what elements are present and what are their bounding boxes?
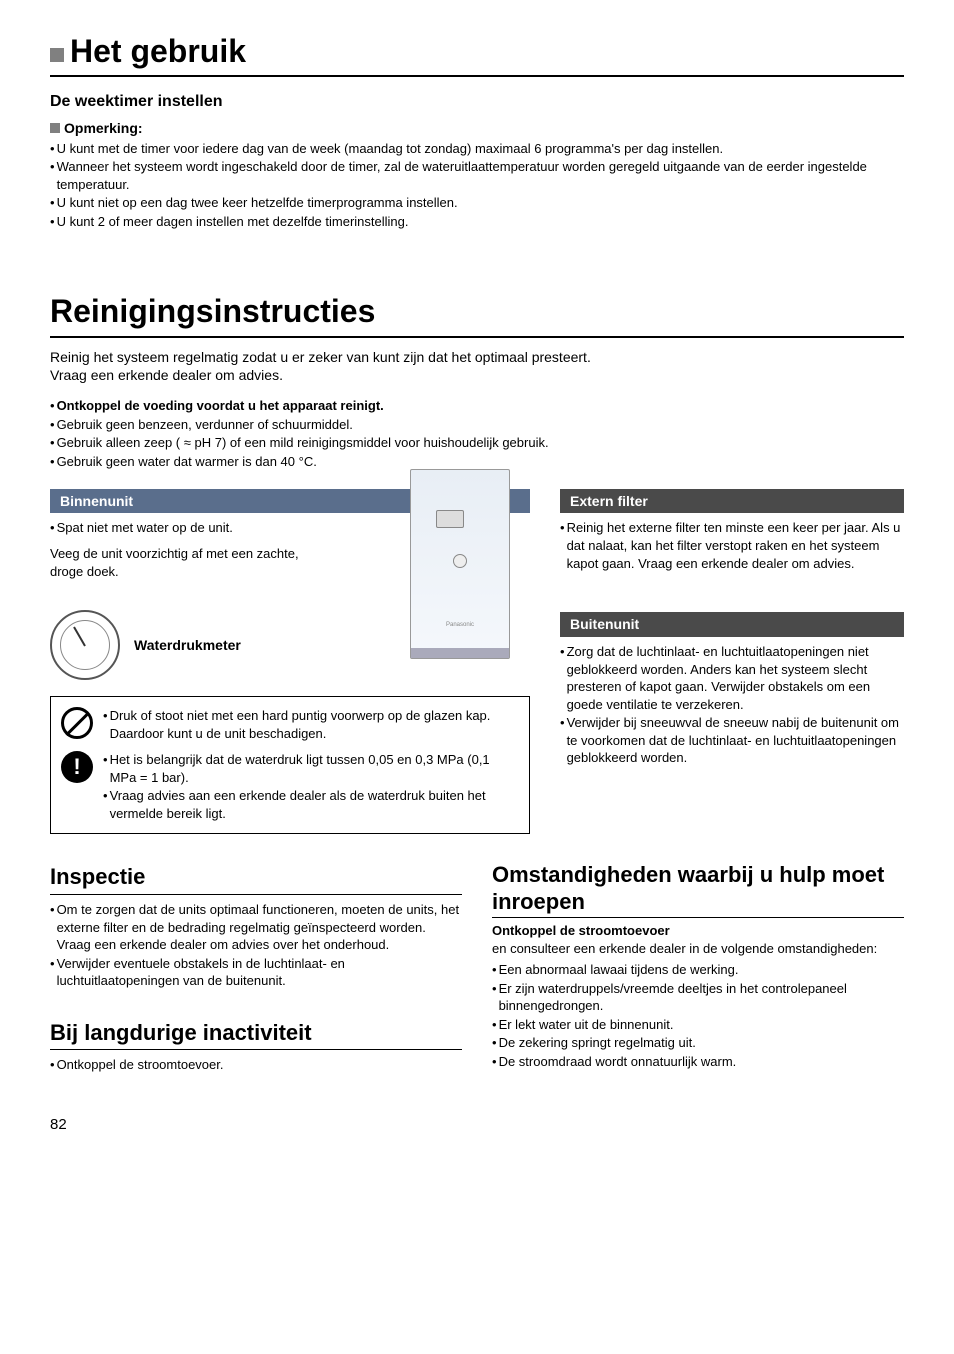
longidle-list: •Ontkoppel de stroomtoevoer. (50, 1056, 462, 1074)
filter-heading: Extern filter (560, 489, 904, 514)
filter-text: Reinig het externe filter ten minste een… (567, 519, 904, 572)
longidle-item: •Ontkoppel de stroomtoevoer. (50, 1056, 462, 1074)
intro-block: Reinig het systeem regelmatig zodat u er… (50, 348, 904, 386)
inspect-list: •Om te zorgen dat de units optimaal func… (50, 901, 462, 990)
help-item-text: Een abnormaal lawaai tijdens de werking. (499, 961, 739, 979)
help-list: •Een abnormaal lawaai tijdens de werking… (492, 961, 904, 1070)
clean-text: Gebruik alleen zeep ( ≈ pH 7) of een mil… (57, 434, 549, 452)
note-text: U kunt niet op een dag twee keer hetzelf… (57, 194, 458, 212)
help-heading: Omstandigheden waarbij u hulp moet inroe… (492, 862, 904, 918)
sub-heading: De weektimer instellen (50, 91, 904, 113)
note-label: Opmerking: (50, 119, 904, 138)
clean-item: •Gebruik geen benzeen, verdunner of schu… (50, 416, 904, 434)
clean-item: •Gebruik alleen zeep ( ≈ pH 7) of een mi… (50, 434, 904, 452)
title-bullet-icon (50, 48, 64, 62)
indoor-unit-illustration: Panasonic (410, 469, 510, 659)
longidle-text: Ontkoppel de stroomtoevoer. (57, 1056, 224, 1074)
caution-list: •Het is belangrijk dat de waterdruk ligt… (103, 751, 519, 823)
help-item-text: Er zijn waterdruppels/vreemde deeltjes i… (499, 980, 904, 1015)
outdoor-text: Zorg dat de luchtinlaat- en luchtuitlaat… (567, 643, 904, 713)
help-item: •Er lekt water uit de binnenunit. (492, 1016, 904, 1034)
page-number: 82 (50, 1115, 904, 1135)
indoor-bullet-text: Spat niet met water op de unit. (57, 519, 233, 537)
intro-line: Vraag een erkende dealer om advies. (50, 366, 904, 385)
help-text: en consulteer een erkende dealer in de v… (492, 940, 904, 958)
indoor-column: Binnenunit Panasonic •Spat niet met wate… (50, 489, 530, 835)
bottom-left-col: Inspectie •Om te zorgen dat de units opt… (50, 834, 462, 1075)
help-item: •Een abnormaal lawaai tijdens de werking… (492, 961, 904, 979)
caution-row: ! •Het is belangrijk dat de waterdruk li… (61, 751, 519, 823)
page-title-2: Reinigingsinstructies (50, 290, 904, 337)
cleaning-columns: Binnenunit Panasonic •Spat niet met wate… (50, 489, 904, 835)
caution-text: Vraag advies aan een erkende dealer als … (110, 787, 519, 822)
indoor-body-text: Veeg de unit voorzichtig af met een zach… (50, 545, 330, 580)
clean-item-bold: •Ontkoppel de voeding voordat u het appa… (50, 397, 904, 415)
help-item: •Er zijn waterdruppels/vreemde deeltjes … (492, 980, 904, 1015)
gauge-label: Waterdrukmeter (134, 636, 241, 655)
outdoor-item: •Zorg dat de luchtinlaat- en luchtuitlaa… (560, 643, 904, 713)
clean-text: Gebruik geen water dat warmer is dan 40 … (57, 453, 317, 471)
note-item: •U kunt niet op een dag twee keer hetzel… (50, 194, 904, 212)
caution-text: Het is belangrijk dat de waterdruk ligt … (110, 751, 519, 786)
inspect-text: Om te zorgen dat de units optimaal funct… (57, 901, 462, 954)
help-item-text: De zekering springt regelmatig uit. (499, 1034, 696, 1052)
note-item: •U kunt met de timer voor iedere dag van… (50, 140, 904, 158)
caution-item: •Het is belangrijk dat de waterdruk ligt… (103, 751, 519, 786)
note-text: U kunt met de timer voor iedere dag van … (57, 140, 724, 158)
prohibit-row: •Druk of stoot niet met een hard puntig … (61, 707, 519, 743)
note-bullet-icon (50, 123, 60, 133)
filter-item: •Reinig het externe filter ten minste ee… (560, 519, 904, 572)
filter-list: •Reinig het externe filter ten minste ee… (560, 519, 904, 572)
prohibit-text: Druk of stoot niet met een hard puntig v… (110, 707, 519, 742)
right-column: Extern filter •Reinig het externe filter… (560, 489, 904, 835)
caution-item: •Vraag advies aan een erkende dealer als… (103, 787, 519, 822)
note-item: •U kunt 2 of meer dagen instellen met de… (50, 213, 904, 231)
bottom-columns: Inspectie •Om te zorgen dat de units opt… (50, 834, 904, 1075)
water-pressure-gauge-icon (50, 610, 120, 680)
clean-text: Gebruik geen benzeen, verdunner of schuu… (57, 416, 353, 434)
outdoor-list: •Zorg dat de luchtinlaat- en luchtuitlaa… (560, 643, 904, 767)
note-text: U kunt 2 of meer dagen instellen met dez… (57, 213, 409, 231)
outdoor-text: Verwijder bij sneeuwval de sneeuw nabij … (567, 714, 904, 767)
clean-item: •Gebruik geen water dat warmer is dan 40… (50, 453, 904, 471)
long-idle-section: Bij langdurige inactiviteit •Ontkoppel d… (50, 1018, 462, 1074)
inspect-heading: Inspectie (50, 862, 462, 895)
inspect-item: •Om te zorgen dat de units optimaal func… (50, 901, 462, 954)
help-bold: Ontkoppel de stroomtoevoer (492, 922, 904, 940)
inspection-section: Inspectie •Om te zorgen dat de units opt… (50, 862, 462, 989)
heading1-text: Het gebruik (70, 33, 246, 69)
page-title-1: Het gebruik (50, 30, 904, 77)
longidle-heading: Bij langdurige inactiviteit (50, 1018, 462, 1051)
note-label-text: Opmerking: (64, 120, 143, 136)
intro-line: Reinig het systeem regelmatig zodat u er… (50, 348, 904, 367)
notes-list: •U kunt met de timer voor iedere dag van… (50, 140, 904, 231)
help-section: Omstandigheden waarbij u hulp moet inroe… (492, 862, 904, 1070)
note-text: Wanneer het systeem wordt ingeschakeld d… (57, 158, 904, 193)
bottom-right-col: Omstandigheden waarbij u hulp moet inroe… (492, 834, 904, 1075)
help-item: •De stroomdraad wordt onnatuurlijk warm. (492, 1053, 904, 1071)
inspect-text: Verwijder eventuele obstakels in de luch… (57, 955, 462, 990)
prohibit-item: •Druk of stoot niet met een hard puntig … (103, 707, 519, 742)
help-item-text: Er lekt water uit de binnenunit. (499, 1016, 674, 1034)
help-item-text: De stroomdraad wordt onnatuurlijk warm. (499, 1053, 737, 1071)
caution-icon: ! (61, 751, 93, 783)
clean-list: •Ontkoppel de voeding voordat u het appa… (50, 397, 904, 470)
clean-bold-text: Ontkoppel de voeding voordat u het appar… (57, 397, 384, 415)
note-item: •Wanneer het systeem wordt ingeschakeld … (50, 158, 904, 193)
warning-box: •Druk of stoot niet met een hard puntig … (50, 696, 530, 834)
outdoor-heading: Buitenunit (560, 612, 904, 637)
outdoor-item: •Verwijder bij sneeuwval de sneeuw nabij… (560, 714, 904, 767)
prohibit-icon (61, 707, 93, 739)
help-item: •De zekering springt regelmatig uit. (492, 1034, 904, 1052)
inspect-item: •Verwijder eventuele obstakels in de luc… (50, 955, 462, 990)
